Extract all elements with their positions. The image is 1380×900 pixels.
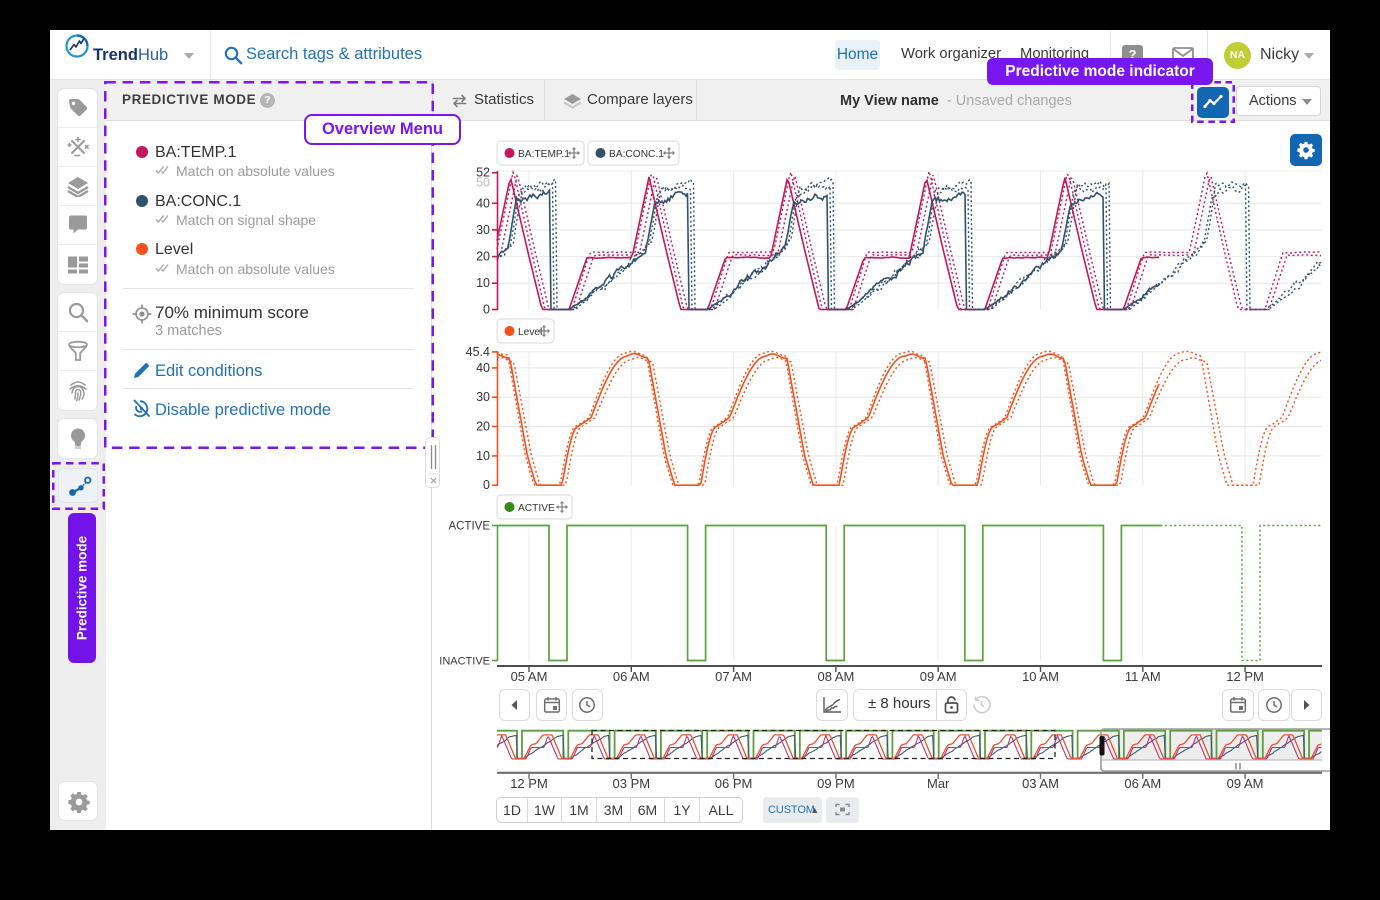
svg-text:Mar: Mar: [927, 776, 950, 791]
svg-text:10: 10: [476, 449, 490, 463]
svg-text:03 AM: 03 AM: [1022, 776, 1059, 791]
svg-text:52: 52: [476, 166, 490, 180]
svg-text:06 AM: 06 AM: [1124, 776, 1161, 791]
svg-text:BA:TEMP.1: BA:TEMP.1: [518, 149, 570, 160]
svg-text:ACTIVE: ACTIVE: [448, 521, 490, 533]
svg-text:12 PM: 12 PM: [1226, 669, 1264, 684]
svg-text:09 AM: 09 AM: [1227, 776, 1264, 791]
svg-text:30: 30: [476, 223, 490, 237]
svg-text:0: 0: [483, 303, 490, 317]
svg-text:40: 40: [476, 196, 490, 210]
svg-text:30: 30: [476, 390, 490, 404]
svg-text:Level: Level: [518, 327, 542, 338]
svg-text:INACTIVE: INACTIVE: [439, 656, 490, 668]
svg-text:ACTIVE: ACTIVE: [518, 503, 555, 514]
svg-text:09 AM: 09 AM: [920, 669, 957, 684]
svg-text:06 PM: 06 PM: [715, 776, 753, 791]
svg-text:06 AM: 06 AM: [613, 669, 650, 684]
svg-text:03 PM: 03 PM: [613, 776, 651, 791]
svg-text:BA:CONC.1: BA:CONC.1: [609, 149, 664, 160]
svg-text:07 AM: 07 AM: [715, 669, 752, 684]
svg-text:0: 0: [483, 478, 490, 492]
svg-text:11 AM: 11 AM: [1125, 669, 1161, 684]
svg-text:05 AM: 05 AM: [511, 669, 548, 684]
svg-text:12 PM: 12 PM: [510, 776, 548, 791]
svg-text:10 AM: 10 AM: [1022, 669, 1059, 684]
svg-text:08 AM: 08 AM: [817, 669, 854, 684]
svg-text:45.4: 45.4: [466, 345, 490, 359]
svg-text:10: 10: [476, 276, 490, 290]
svg-text:50: 50: [476, 176, 490, 190]
svg-text:40: 40: [476, 361, 490, 375]
svg-text:20: 20: [476, 250, 490, 264]
svg-text:20: 20: [476, 420, 490, 434]
svg-text:09 PM: 09 PM: [817, 776, 855, 791]
